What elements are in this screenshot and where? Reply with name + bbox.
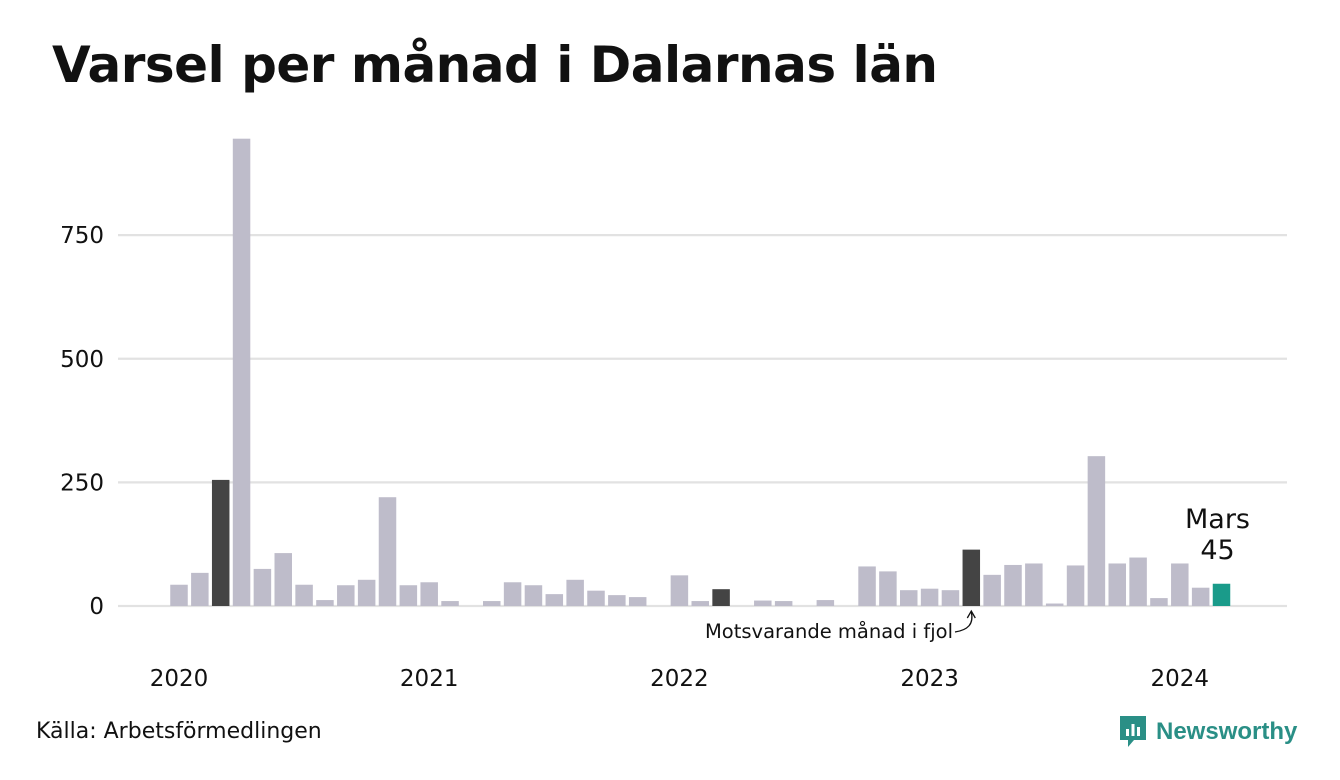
bar-2023-12 <box>1150 598 1168 606</box>
bar-2021-05 <box>503 582 522 606</box>
bar-2020-10 <box>357 579 376 606</box>
bar-2023-08 <box>1066 565 1085 606</box>
bar-2020-08 <box>316 600 334 606</box>
bar-2020-02 <box>191 572 209 606</box>
x-tick-label: 2024 <box>1151 666 1210 692</box>
y-tick-label: 0 <box>89 594 104 620</box>
bar-2023-01 <box>920 588 939 606</box>
bar-2021-11 <box>628 597 647 606</box>
gridlines <box>118 234 1287 608</box>
bar-2023-06 <box>1025 563 1043 606</box>
y-tick-label: 750 <box>60 223 104 249</box>
bar-2021-02 <box>441 601 459 606</box>
source-note: Källa: Arbetsförmedlingen <box>36 719 322 744</box>
y-tick-label: 250 <box>60 470 104 496</box>
x-tick-label: 2023 <box>900 666 959 692</box>
bar-2022-06 <box>774 601 793 606</box>
x-tick-label: 2020 <box>150 666 209 692</box>
bar-2022-12 <box>900 590 918 606</box>
annotation-previous-year: Motsvarande månad i fjol <box>705 620 953 643</box>
bar-2021-10 <box>608 595 626 606</box>
bar-2020-01 <box>170 584 188 606</box>
bar-2020-11 <box>378 497 397 606</box>
bar-2020-12 <box>399 585 418 606</box>
newsworthy-logo-icon <box>1120 716 1146 747</box>
bar-2023-11 <box>1129 557 1147 606</box>
bar-2024-03 <box>1212 583 1231 606</box>
x-tick-label: 2021 <box>400 666 459 692</box>
bar-2021-01 <box>420 582 438 606</box>
y-axis-tick-labels: 0 250 500 750 <box>60 223 104 620</box>
bar-2021-04 <box>483 601 501 606</box>
bar-2023-10 <box>1108 563 1126 606</box>
bar-2023-03 <box>962 549 981 606</box>
annotation-arrow <box>954 611 973 633</box>
bar-2021-08 <box>566 579 584 606</box>
bar-2022-05 <box>754 600 772 606</box>
y-tick-label: 500 <box>60 347 104 373</box>
bar-2023-09 <box>1087 456 1106 606</box>
bar-2022-02 <box>691 601 709 606</box>
bar-2024-02 <box>1191 587 1210 606</box>
bar-2020-06 <box>274 553 292 606</box>
brand-name: Newsworthy <box>1156 718 1298 745</box>
bar-2023-05 <box>1004 564 1022 606</box>
bar-2020-05 <box>253 568 272 606</box>
bars <box>170 138 1231 606</box>
annotation-arrowhead <box>966 609 976 619</box>
bar-2024-01 <box>1171 563 1189 606</box>
x-axis-tick-labels: 2020 2021 2022 2023 2024 <box>150 666 1209 692</box>
bar-2020-07 <box>295 584 313 606</box>
bar-2023-04 <box>983 574 1001 606</box>
bar-2022-03 <box>712 589 730 606</box>
bar-2023-07 <box>1045 603 1064 606</box>
bar-2022-08 <box>816 600 835 606</box>
bar-2022-01 <box>670 575 689 606</box>
bar-2020-04 <box>232 138 251 606</box>
bar-2023-02 <box>941 590 960 606</box>
bar-2021-09 <box>587 590 605 606</box>
bar-2021-07 <box>545 594 564 606</box>
x-tick-label: 2022 <box>650 666 709 692</box>
chart-title: Varsel per månad i Dalarnas län <box>52 36 938 94</box>
current-value-label: 45 <box>1200 535 1234 566</box>
bar-2022-10 <box>858 566 876 606</box>
bar-2022-11 <box>879 571 897 606</box>
current-month-label: Mars <box>1185 504 1250 535</box>
bar-2020-03 <box>211 479 230 606</box>
brand-logo: Newsworthy <box>1118 712 1297 752</box>
bar-2020-09 <box>337 585 355 606</box>
bar-2021-06 <box>524 585 543 606</box>
